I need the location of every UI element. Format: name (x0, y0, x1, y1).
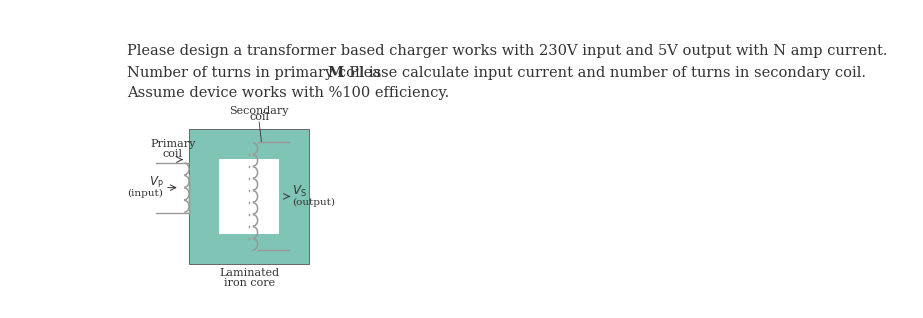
Text: Laminated: Laminated (219, 268, 279, 278)
Bar (189, 129, 309, 264)
Text: $N_{\mathsf{P}}$: $N_{\mathsf{P}}$ (222, 171, 237, 186)
Text: Number of turns in primary coil is: Number of turns in primary coil is (127, 66, 386, 80)
Text: (output): (output) (292, 198, 335, 207)
Bar (215, 155, 283, 238)
Bar (196, 135, 303, 257)
Text: coil: coil (249, 112, 270, 122)
Text: M: M (328, 66, 344, 80)
Text: Assume device works with %100 efficiency.: Assume device works with %100 efficiency… (127, 86, 450, 100)
Text: turns: turns (222, 183, 250, 192)
Text: $N_{\mathsf{S}}$: $N_{\mathsf{S}}$ (222, 199, 237, 214)
Bar (211, 152, 286, 241)
Bar (198, 139, 299, 254)
Text: coil: coil (162, 149, 183, 159)
Text: (input): (input) (127, 189, 163, 198)
Bar (192, 132, 306, 260)
Text: Primary: Primary (150, 139, 196, 149)
Text: Secondary: Secondary (230, 106, 289, 116)
Bar (219, 159, 279, 234)
Text: $V_{\mathsf{S}}$: $V_{\mathsf{S}}$ (292, 183, 306, 198)
Text: . Please calculate input current and number of turns in secondary coil.: . Please calculate input current and num… (341, 66, 867, 80)
Text: Please design a transformer based charger works with 230V input and 5V output wi: Please design a transformer based charge… (127, 44, 888, 58)
Text: turns: turns (222, 211, 250, 220)
Bar (202, 142, 296, 251)
Bar (205, 145, 293, 248)
Text: $V_{\mathsf{P}}$: $V_{\mathsf{P}}$ (149, 175, 163, 190)
Bar (209, 149, 290, 244)
Text: iron core: iron core (223, 278, 275, 288)
